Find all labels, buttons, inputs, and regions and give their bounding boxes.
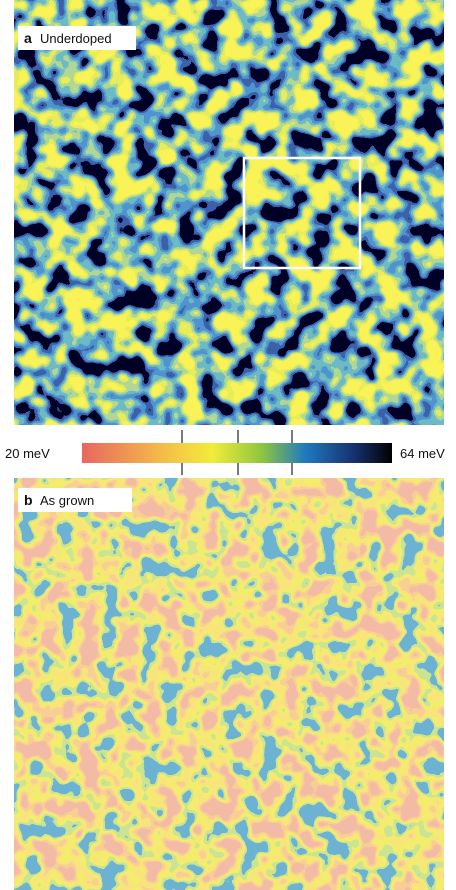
gap-map-a	[14, 0, 444, 425]
panel-label: As grown	[40, 493, 94, 508]
colorbar-min: 20 meV	[5, 446, 50, 461]
page: a Underdoped 20 meV 64 meV b As grown ((…	[0, 0, 456, 890]
colorbar	[82, 443, 392, 463]
panel-label: Underdoped	[40, 31, 112, 46]
panel-letter: b	[24, 492, 33, 508]
panel-letter: a	[24, 30, 32, 46]
figure: a Underdoped 20 meV 64 meV b As grown	[0, 0, 456, 890]
colorbar-max: 64 meV	[400, 446, 445, 461]
gap-map-b	[14, 478, 444, 890]
